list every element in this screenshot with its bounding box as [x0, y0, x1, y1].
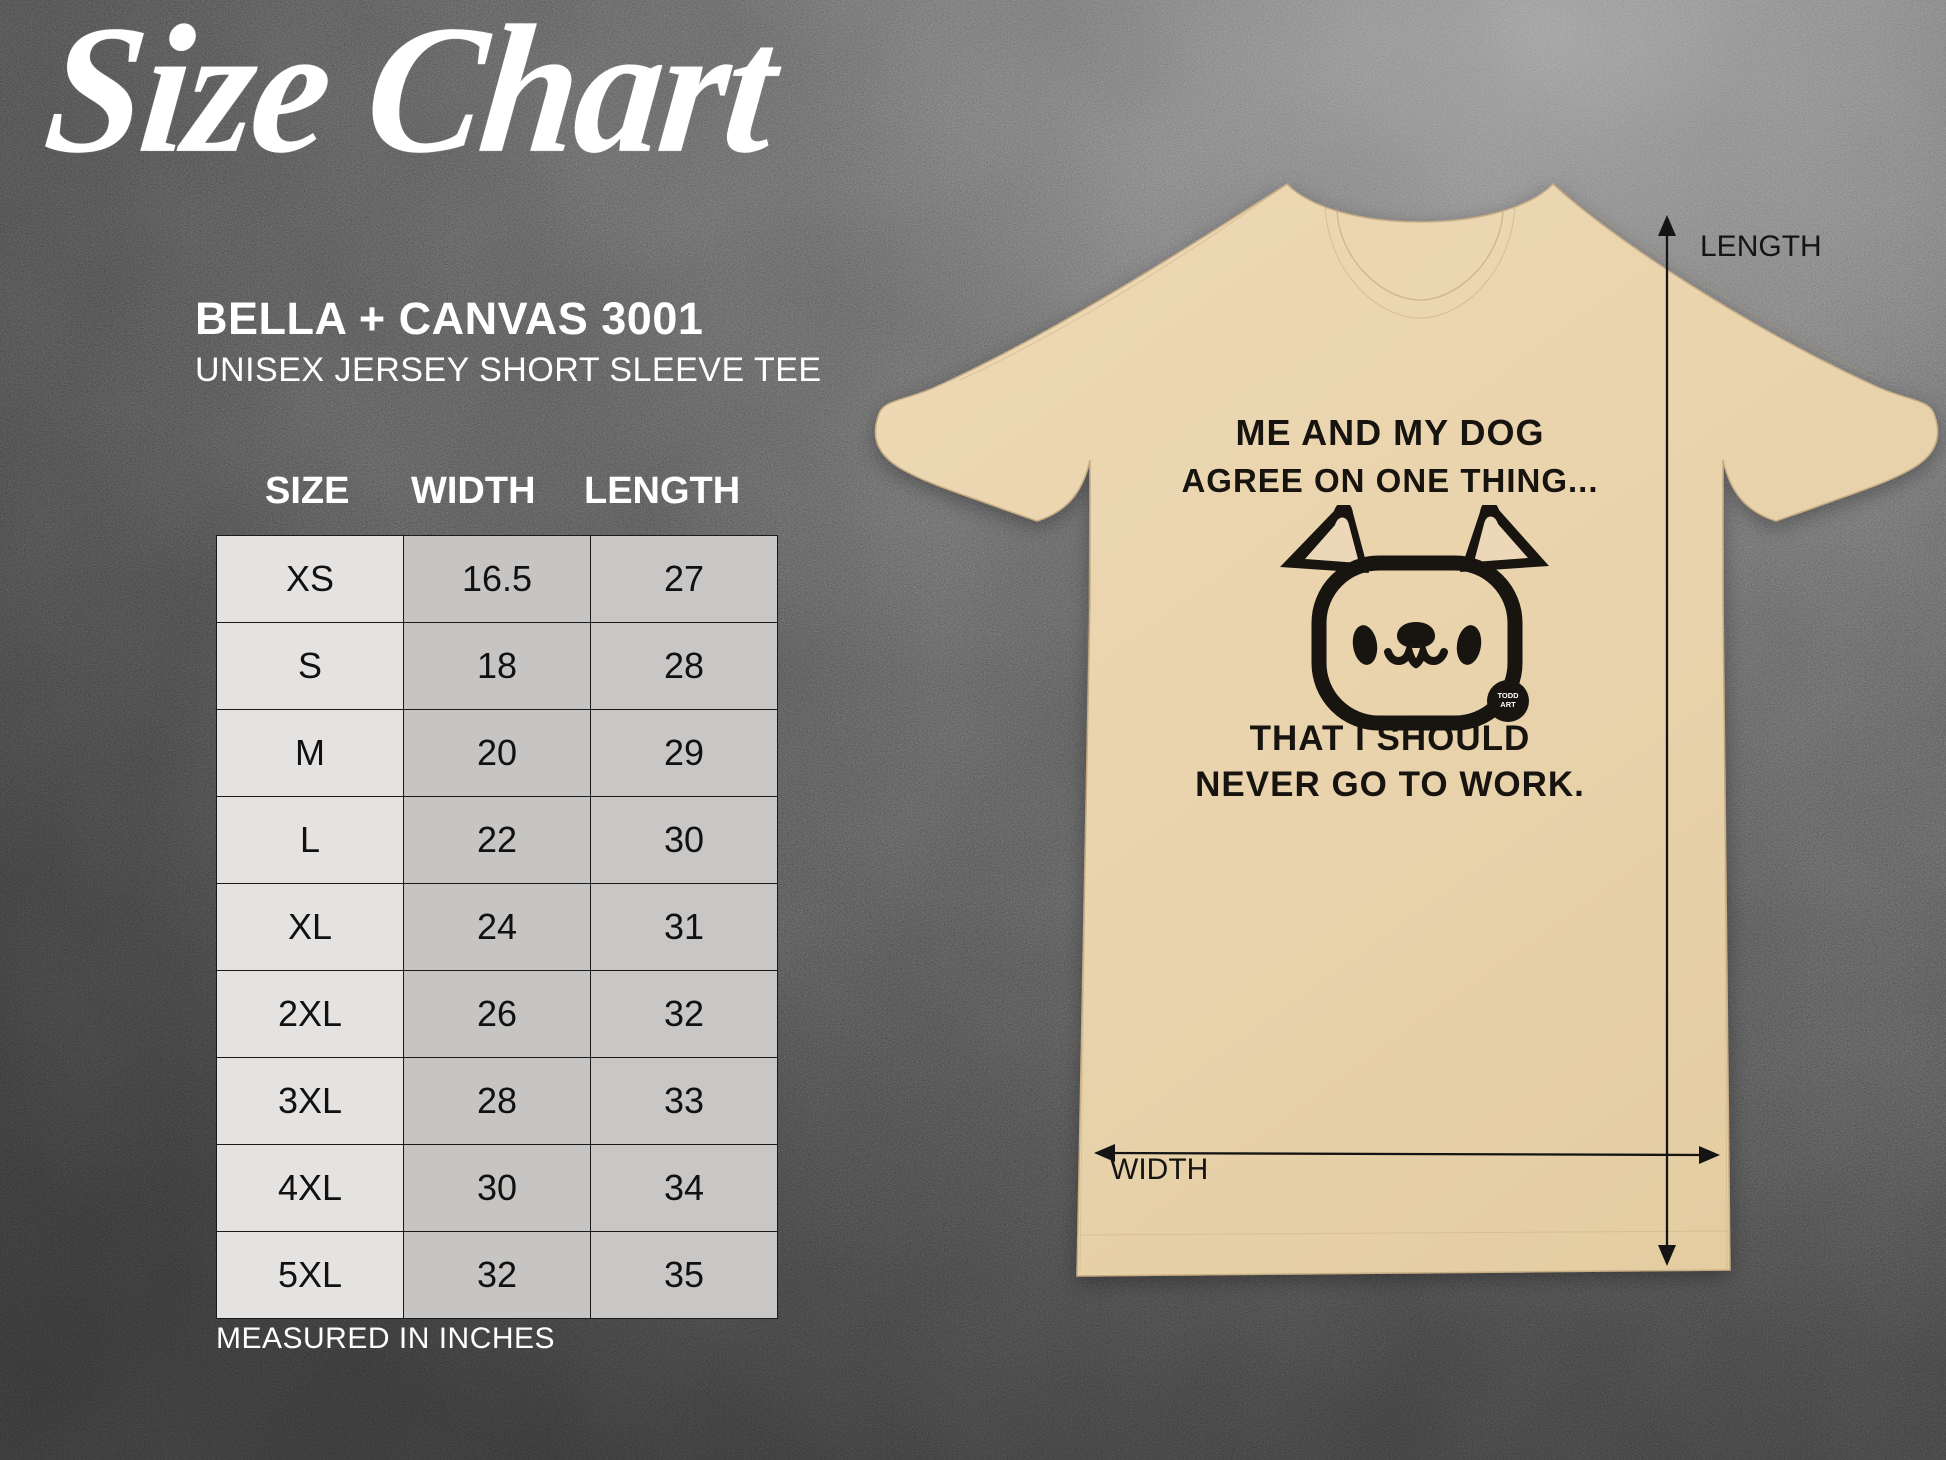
- svg-text:TODD: TODD: [1497, 691, 1519, 700]
- svg-text:WIDTH: WIDTH: [1110, 1153, 1208, 1186]
- svg-text:ART: ART: [1500, 700, 1516, 709]
- svg-text:LENGTH: LENGTH: [1700, 230, 1822, 263]
